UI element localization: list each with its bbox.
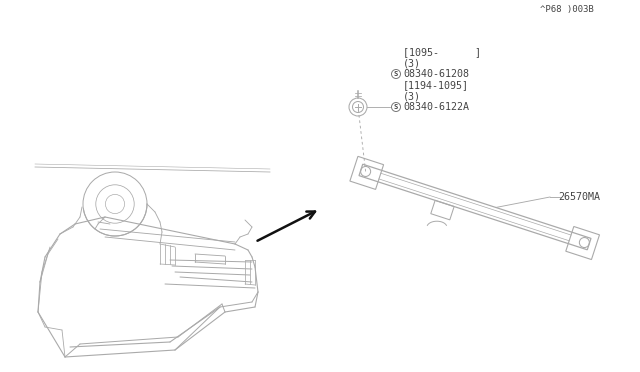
Text: (3): (3) (403, 91, 421, 101)
Text: ^P68 )003B: ^P68 )003B (540, 5, 594, 14)
Text: [1194-1095]: [1194-1095] (403, 80, 469, 90)
Text: 26570MA: 26570MA (558, 192, 600, 202)
Text: S: S (394, 104, 398, 110)
Text: S: S (394, 71, 398, 77)
Text: 08340-6122A: 08340-6122A (403, 102, 469, 112)
Text: 08340-61208: 08340-61208 (403, 69, 469, 79)
Text: (3): (3) (403, 58, 421, 68)
Text: [1095-      ]: [1095- ] (403, 47, 481, 57)
